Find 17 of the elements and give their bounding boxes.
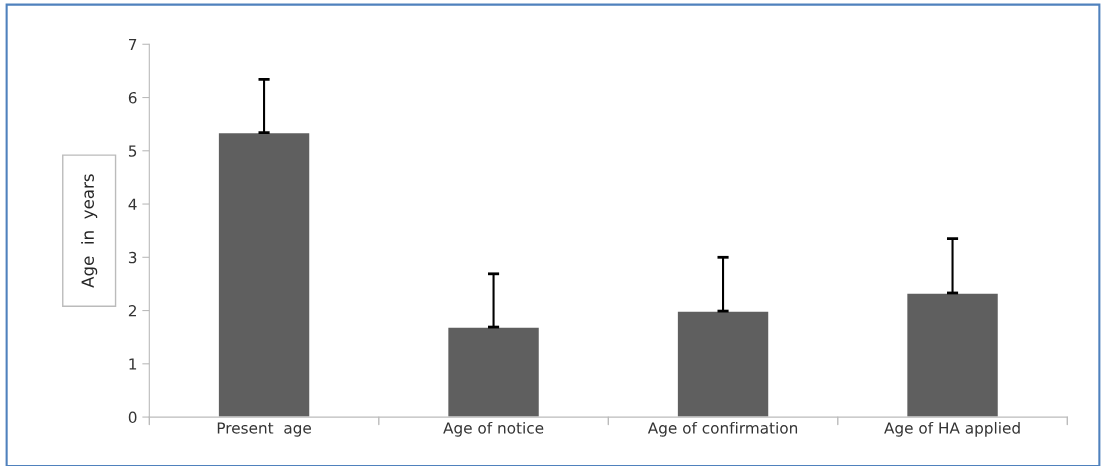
y-tick-label: 4 <box>128 198 137 210</box>
y-tick-label: 1 <box>129 358 137 370</box>
bar <box>217 131 311 418</box>
y-tick-label: 6 <box>128 91 137 104</box>
x-tick-label: Age of notice <box>443 421 544 437</box>
y-tick-label: 0 <box>128 411 137 424</box>
y-axis-title: Age in years <box>81 174 98 288</box>
bar <box>446 326 541 418</box>
x-tick-label: Age of HA applied <box>884 421 1020 437</box>
y-tick-label: 3 <box>128 251 137 264</box>
y-tick-label: 2 <box>128 305 136 317</box>
x-tick-label: Age of confirmation <box>647 421 798 437</box>
bar <box>676 310 770 418</box>
bar <box>905 292 1000 418</box>
x-tick-label: Present age <box>217 422 311 437</box>
y-tick-label: 7 <box>129 38 137 51</box>
y-tick-label: 5 <box>128 145 137 157</box>
